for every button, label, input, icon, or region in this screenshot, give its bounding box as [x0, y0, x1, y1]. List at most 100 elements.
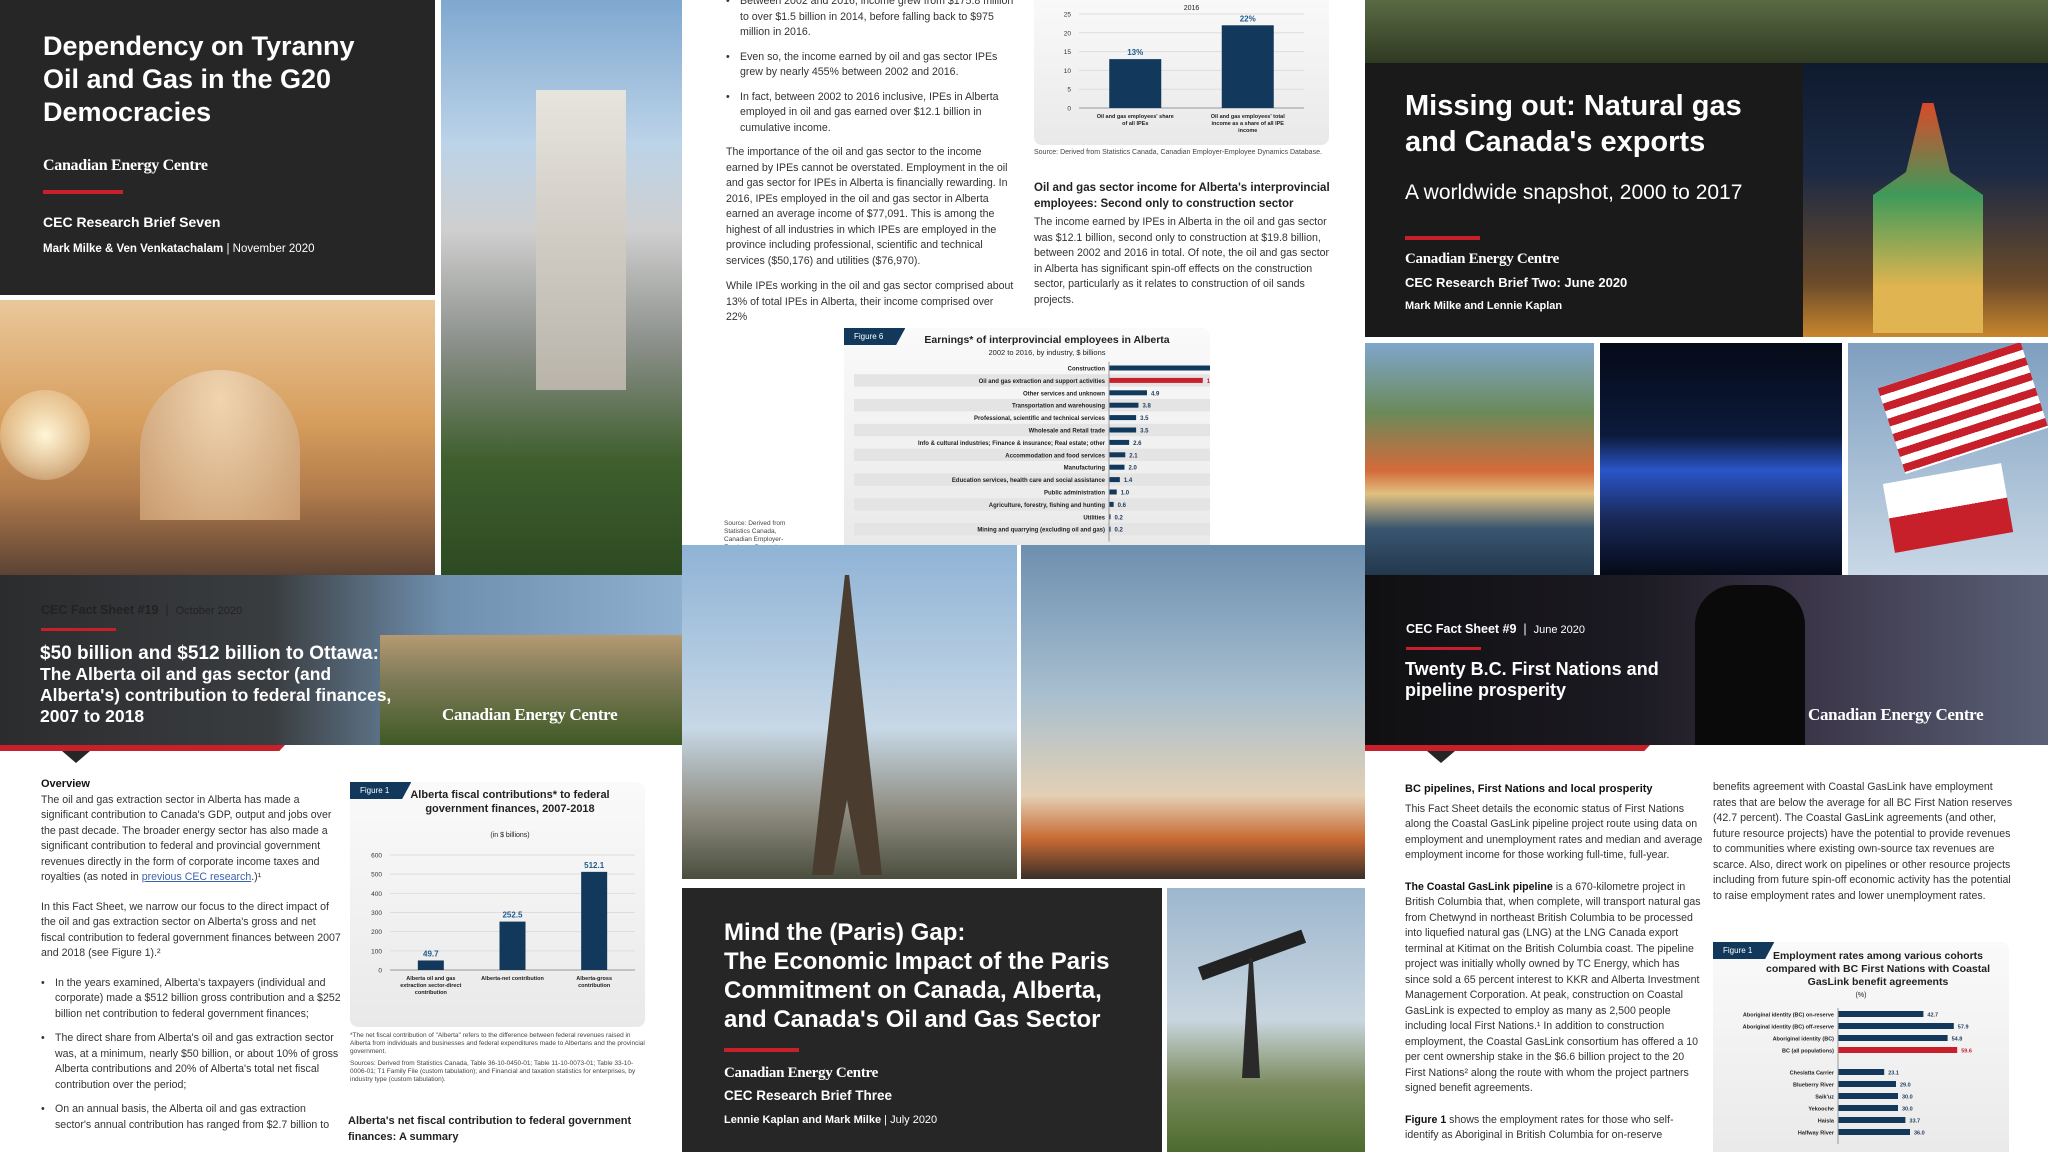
- bar: [1109, 464, 1125, 470]
- data-label: 4.9: [1151, 391, 1160, 397]
- data-label: 59.6: [1961, 1049, 1972, 1055]
- data-label: 30.0: [1902, 1107, 1913, 1113]
- figure-sources: Sources: Derived from Statistics Canada,…: [350, 1060, 636, 1083]
- data-label: 12.1: [1207, 379, 1210, 385]
- y-tick-label: 200: [371, 929, 382, 936]
- data-label: 2.0: [1129, 466, 1138, 472]
- data-label: 49.7: [423, 949, 439, 958]
- forest-photo: [1365, 0, 2048, 63]
- g20-report-cover[interactable]: Dependency on Tyranny Oil and Gas in the…: [0, 0, 435, 295]
- neuschwanstein-castle-photo: [441, 0, 682, 575]
- x-tick-label: Alberta-gross: [576, 976, 612, 982]
- cover-org: Canadian Energy Centre: [1405, 251, 1559, 267]
- x-tick-label: income: [1238, 128, 1257, 134]
- fact-sheet-banner[interactable]: CEC Fact Sheet #9 | June 2020 Twenty B.C…: [1365, 575, 2048, 745]
- x-tick-label: Oil and gas employees' total: [1211, 114, 1286, 120]
- y-tick-label: Oil and gas extraction and support activ…: [979, 379, 1106, 385]
- fact-sheet-banner[interactable]: CEC Fact Sheet #19 | October 2020 $50 bi…: [0, 575, 682, 745]
- chart-subtitle: (%): [1855, 992, 1867, 999]
- row-stripe: [854, 523, 1210, 536]
- data-label: 42.7: [1927, 1013, 1938, 1019]
- banner-org: Canadian Energy Centre: [1808, 705, 1984, 724]
- y-tick-label: Blueberry River: [1793, 1083, 1835, 1089]
- figure-note: *The net fiscal contribution of "Alberta…: [350, 1032, 645, 1055]
- refinery-photo: [1021, 545, 1365, 879]
- bar: [1109, 59, 1162, 108]
- y-tick-label: Wholesale and Retail trade: [1029, 429, 1106, 435]
- y-tick-label: Education services, health care and soci…: [952, 478, 1106, 484]
- bar: [1109, 377, 1203, 383]
- y-tick-label: 300: [371, 910, 382, 917]
- data-label: 22%: [1240, 14, 1256, 23]
- previous-research-link[interactable]: previous CEC research: [141, 871, 252, 883]
- earnings-bar-chart: Construction19.8Oil and gas extraction a…: [854, 361, 1210, 542]
- sydney-opera-house-photo: [1600, 343, 1842, 575]
- bar: [1838, 1069, 1885, 1075]
- section-heading: Alberta's net fiscal contribution to fed…: [348, 1115, 632, 1143]
- y-tick-label: Info & cultural industries; Finance & in…: [918, 441, 1106, 447]
- figure-source: Source: Derived from Statistics Canada, …: [1034, 149, 1322, 156]
- red-accent-bar: [1365, 745, 1650, 751]
- st-basils-cathedral-photo: [1803, 63, 2048, 337]
- cover-date: November 2020: [232, 243, 315, 255]
- bullet-item: The direct share from Alberta's oil and …: [41, 1031, 341, 1093]
- y-tick-label: Aboriginal identity (BC) on-reserve: [1743, 1013, 1834, 1019]
- paragraph: benefits agreement with Coastal GasLink …: [1713, 781, 2013, 902]
- ipe-share-chart: 2016 0 5 10 15 20 25 13% Oil and gas employees' …: [1064, 5, 1304, 134]
- chart-title: Employment rates among various cohorts c…: [1765, 950, 1991, 988]
- worker-silhouette: [1695, 585, 1805, 745]
- chart-subtitle: 2002 to 2016, by industry, $ billions: [988, 348, 1106, 357]
- parliament-photo: [380, 635, 682, 745]
- bar: [1838, 1035, 1948, 1041]
- y-tick-label: Haisla: [1818, 1119, 1835, 1125]
- cover-series: CEC Research Brief Seven: [43, 214, 221, 230]
- y-tick-label: Aboriginal identity (BC) off-reserve: [1743, 1025, 1834, 1031]
- paragraph-text: is a 670-kilometre project in British Co…: [1405, 880, 1701, 1095]
- data-label: 3.5: [1140, 416, 1149, 422]
- y-tick-label: 500: [371, 872, 382, 879]
- paragraph: The Coastal GasLink pipeline is a 670-ki…: [1405, 880, 1705, 1097]
- bar: [1838, 1011, 1924, 1017]
- separator: |: [1523, 622, 1527, 636]
- y-tick-label: 0: [378, 968, 382, 975]
- bar: [1109, 501, 1114, 507]
- section-heading: BC pipelines, First Nations and local pr…: [1405, 783, 1653, 795]
- y-tick-label: Professional, scientific and technical s…: [974, 416, 1106, 422]
- bar: [1109, 402, 1139, 408]
- row-stripe: [854, 498, 1210, 511]
- separator: |: [165, 603, 169, 617]
- x-tick-label: Alberta oil and gas: [406, 976, 455, 982]
- y-tick-label: Cheslatta Carrier: [1790, 1071, 1835, 1077]
- bar: [1838, 1081, 1896, 1087]
- cover-series: CEC Research Brief Two: June 2020: [1405, 275, 1628, 290]
- fact-sheet-9: CEC Fact Sheet #9 | June 2020 Twenty B.C…: [1365, 575, 2048, 1152]
- title-line1: $50 billion and $512 billion to Ottawa:: [40, 643, 379, 664]
- bar: [1838, 1117, 1906, 1123]
- gas-report-cover[interactable]: Missing out: Natural gas and Canada's ex…: [1365, 63, 1803, 337]
- y-tick-label: 600: [371, 853, 382, 860]
- bar: [1109, 514, 1111, 520]
- banner-meta: CEC Fact Sheet #19 | October 2020: [41, 603, 242, 617]
- cover-byline: Mark Milke & Ven Venkatachalam | Novembe…: [43, 243, 315, 255]
- figure-tag: Figure 1: [1713, 942, 1775, 959]
- paris-report-cover[interactable]: Mind the (Paris) Gap: The Economic Impac…: [682, 888, 1162, 1152]
- data-label: 1.4: [1124, 478, 1133, 484]
- banner-org: Canadian Energy Centre: [442, 705, 618, 724]
- cover-title: Dependency on Tyranny Oil and Gas in the…: [43, 31, 355, 127]
- bar: [1109, 477, 1120, 483]
- x-tick-label: contribution: [578, 983, 611, 989]
- figure-1-fiscal: Figure 1 Alberta fiscal contributions* t…: [350, 782, 645, 1027]
- bar: [1109, 489, 1117, 495]
- y-tick-label: Agriculture, forestry, fishing and hunti…: [989, 503, 1106, 509]
- cover-title: Missing out: Natural gas and Canada's ex…: [1405, 90, 1742, 158]
- cover-authors: Lennie Kaplan and Mark Milke: [724, 1114, 882, 1126]
- bar: [1838, 1047, 1958, 1053]
- bar: [417, 960, 444, 970]
- data-label: 57.9: [1958, 1025, 1969, 1031]
- y-tick-label: 25: [1064, 12, 1072, 19]
- bar: [581, 871, 608, 970]
- data-label: 33.7: [1909, 1119, 1920, 1125]
- pump-jack-photo: [1167, 888, 1365, 1152]
- data-label: 0.2: [1115, 528, 1124, 534]
- row-stripe: [854, 374, 1210, 387]
